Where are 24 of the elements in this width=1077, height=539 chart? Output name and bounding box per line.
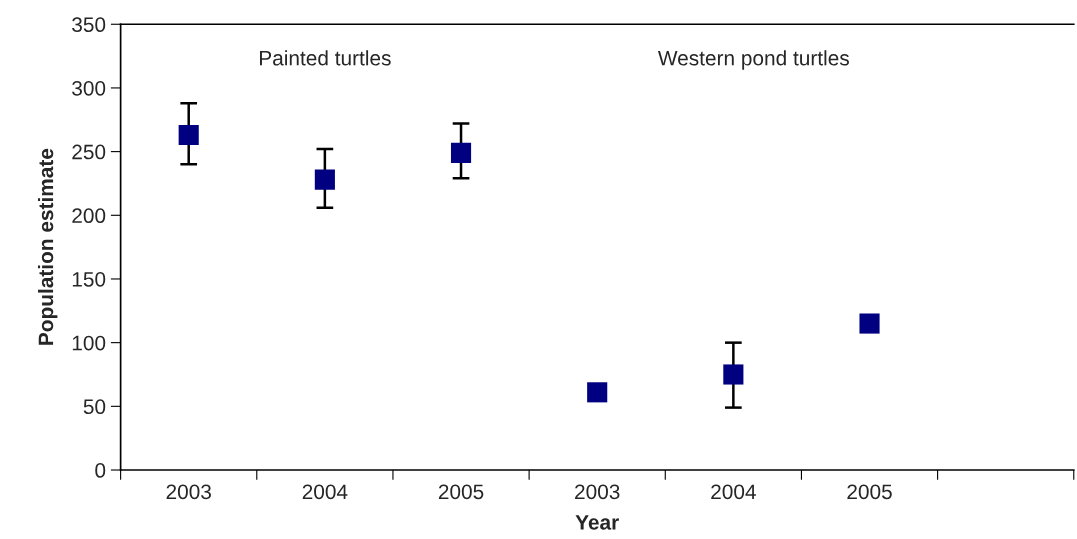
x-tick-label: 2004 — [711, 484, 756, 500]
x-tick-label: 2004 — [302, 484, 348, 500]
y-tick-label: 100 — [72, 335, 106, 351]
x-tick-label: 2005 — [438, 484, 484, 500]
y-axis-title: Population estimate — [37, 148, 58, 345]
y-tick-label: 350 — [72, 17, 106, 33]
point — [314, 169, 335, 190]
annotation: Painted turtles — [259, 50, 391, 66]
x-tick-label: 2005 — [847, 484, 892, 500]
y-tick-label: 50 — [83, 399, 106, 415]
x-axis-title: Year — [575, 515, 619, 530]
point — [450, 142, 472, 163]
y-tick-label: 150 — [72, 271, 106, 287]
y-tick-label: 0 — [95, 463, 106, 478]
y-tick-label: 300 — [72, 80, 106, 96]
point — [723, 364, 744, 385]
x-tick-label: 2003 — [575, 484, 620, 500]
y-tick-label: 200 — [72, 208, 106, 224]
annotation: Western pond turtles — [657, 50, 849, 70]
point — [587, 382, 608, 403]
y-tick-label: 250 — [72, 144, 106, 160]
x-tick-label: 2003 — [166, 484, 211, 500]
point — [178, 124, 199, 146]
point — [859, 313, 880, 334]
